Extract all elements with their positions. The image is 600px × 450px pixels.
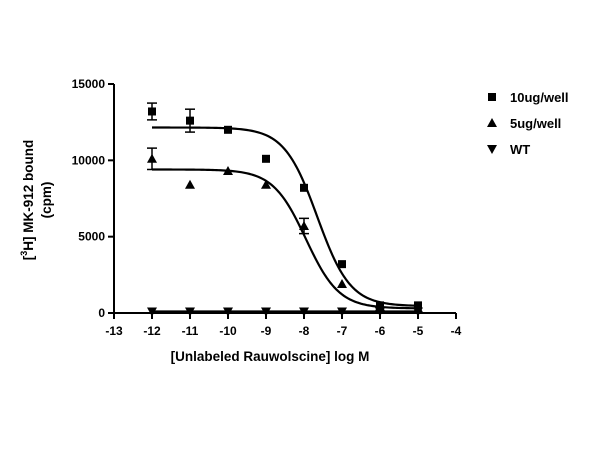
x-tick-label: -13 — [105, 324, 123, 338]
y-tick-label: 0 — [98, 306, 105, 320]
x-tick-label: -11 — [182, 324, 199, 338]
point-wt — [185, 307, 195, 317]
point-10ug-well — [338, 260, 346, 269]
point-wt — [299, 307, 309, 317]
point-10ug-well — [186, 116, 194, 125]
point-5ug-well — [147, 153, 157, 163]
y-axis-title-superscript: 3 — [19, 251, 29, 256]
point-10ug-well — [224, 125, 232, 134]
legend-marker-5ug-well — [487, 118, 497, 127]
point-wt — [147, 307, 157, 317]
y-tick-label: 15000 — [72, 77, 106, 91]
x-tick-label: -10 — [219, 324, 237, 338]
svg-text:[3H] MK-912 bound: [3H] MK-912 bound — [19, 140, 36, 261]
x-tick-label: -8 — [299, 324, 310, 338]
x-tick-label: -5 — [413, 324, 424, 338]
y-axis-title-open: [ — [21, 255, 36, 260]
point-wt — [337, 307, 347, 317]
point-wt — [413, 307, 423, 317]
legend-marker-10ug-well — [488, 93, 496, 101]
point-10ug-well — [300, 183, 308, 192]
legend-label-wt: WT — [510, 142, 530, 157]
fit-curve-5ug-well — [152, 168, 419, 310]
point-10ug-well — [262, 154, 270, 163]
point-5ug-well — [337, 278, 347, 288]
x-tick-label: -12 — [143, 324, 161, 338]
legend-marker-wt — [487, 145, 497, 154]
x-tick-label: -6 — [375, 324, 386, 338]
point-5ug-well — [185, 179, 195, 189]
point-5ug-well — [261, 179, 271, 189]
x-tick-label: -4 — [451, 324, 462, 338]
point-10ug-well — [148, 107, 156, 116]
legend-label-10ug-well: 10ug/well — [510, 90, 569, 105]
legend: 10ug/well 5ug/well WT — [487, 90, 569, 157]
y-axis-title-unit: (cpm) — [39, 182, 54, 219]
x-tick-label: -9 — [261, 324, 272, 338]
y-tick-label: 10000 — [72, 153, 106, 167]
point-wt — [261, 307, 271, 317]
y-axis-title: [3H] MK-912 bound (cpm) — [19, 140, 54, 261]
y-tick-label: 5000 — [78, 230, 105, 244]
point-wt — [375, 307, 385, 317]
data-points — [147, 102, 423, 317]
fit-curve-10ug-well — [152, 126, 419, 307]
legend-label-5ug-well: 5ug/well — [510, 116, 561, 131]
axes: -13 -12 -11 -10 -9 -8 -7 -6 -5 -4 0 5000 10000 15000 — [72, 77, 462, 338]
y-axis-title-main: H] MK-912 bound — [21, 140, 36, 251]
x-tick-label: -7 — [337, 324, 348, 338]
point-5ug-well — [223, 166, 233, 176]
point-wt — [223, 307, 233, 317]
fit-curves — [152, 126, 419, 313]
point-5ug-well — [299, 220, 309, 230]
x-axis-title: [Unlabeled Rauwolscine] log M — [171, 349, 370, 364]
